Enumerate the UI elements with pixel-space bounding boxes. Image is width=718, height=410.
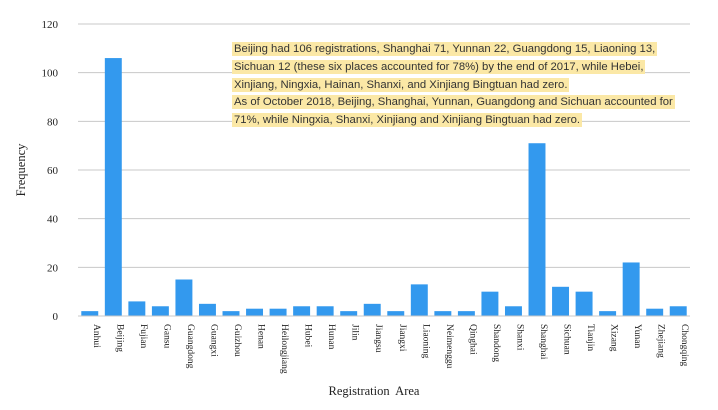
- y-axis-label: Frequency: [14, 143, 28, 197]
- y-tick-label: 80: [47, 116, 59, 128]
- bar-guangdong: [175, 279, 193, 316]
- annotation-line: Xinjiang, Ningxia, Hainan, Shanxi, and X…: [232, 77, 688, 95]
- bar-xizang: [599, 311, 617, 316]
- bar-heilongjiang: [269, 308, 287, 316]
- x-tick-label: Tianjin: [585, 324, 595, 351]
- y-tick-label: 20: [47, 262, 59, 274]
- bar-beijing: [104, 58, 122, 317]
- x-tick-label: Neimenggu: [444, 324, 454, 369]
- annotation-text: 71%, while Ningxia, Shanxi, Xinjiang and…: [232, 113, 583, 128]
- bar-tianjin: [575, 291, 593, 316]
- x-tick-label: Fujian: [138, 324, 148, 349]
- x-tick-label: Jiangxi: [397, 324, 407, 352]
- x-tick-label: Sichuan: [562, 324, 572, 355]
- x-tick-label: Xizang: [609, 324, 619, 352]
- x-tick-label: Guangxi: [208, 324, 218, 357]
- x-tick-label: Henan: [256, 324, 266, 349]
- bar-fujian: [128, 301, 146, 316]
- bar-liaoning: [410, 284, 428, 316]
- bar-chongqing: [669, 306, 687, 316]
- y-tick-label: 120: [42, 19, 59, 31]
- annotation-text: Sichuan 12 (these six places accounted f…: [232, 59, 646, 74]
- x-tick-label: Chongqing: [679, 324, 689, 366]
- bar-guizhou: [222, 311, 240, 316]
- x-tick-label: Shanxi: [514, 324, 524, 351]
- x-tick-label: Guangdong: [185, 324, 195, 369]
- y-tick-label: 60: [47, 165, 59, 177]
- bar-anhui: [81, 311, 99, 316]
- x-tick-label: Guizhou: [232, 324, 242, 357]
- x-tick-label: Shanghai: [538, 324, 548, 360]
- bar-hunan: [316, 306, 334, 316]
- bar-gansu: [151, 306, 169, 316]
- annotation-text: Beijing had 106 registrations, Shanghai …: [232, 42, 658, 56]
- x-tick-label: Shandong: [491, 324, 501, 362]
- bar-guangxi: [198, 303, 216, 316]
- x-tick-label: Anhui: [91, 324, 101, 348]
- x-tick-label: Yunan: [632, 324, 642, 349]
- y-axis-ticks: 0 20 40 60 80 100 120: [42, 19, 59, 323]
- x-tick-label: Hubei: [303, 324, 313, 348]
- x-tick-label: Zhejiang: [656, 324, 666, 358]
- annotation-text: As of October 2018, Beijing, Shanghai, Y…: [232, 95, 675, 110]
- bar-qinghai: [457, 311, 475, 316]
- y-tick-label: 40: [47, 214, 59, 226]
- bar-shanxi: [504, 306, 522, 316]
- y-tick-label: 100: [42, 68, 59, 80]
- annotation-line: 71%, while Ningxia, Shanxi, Xinjiang and…: [232, 112, 688, 130]
- x-tick-label: Gansu: [161, 324, 171, 349]
- x-tick-label: Qinghai: [467, 324, 477, 355]
- bar-jiangxi: [387, 311, 405, 316]
- annotation-text: Xinjiang, Ningxia, Hainan, Shanxi, and X…: [232, 77, 570, 92]
- annotation-note: Beijing had 106 registrations, Shanghai …: [232, 41, 688, 130]
- annotation-line: Sichuan 12 (these six places accounted f…: [232, 59, 688, 77]
- bar-henan: [246, 308, 264, 316]
- x-axis-label: Registration Area: [329, 384, 420, 398]
- x-tick-label: Heilongjiang: [279, 324, 289, 374]
- bar-jilin: [340, 311, 358, 316]
- x-axis-ticks: Anhui Beijing Fujian Gansu Guangdong Guangxi G…: [91, 324, 689, 374]
- bar-sichuan: [552, 286, 570, 316]
- bar-shandong: [481, 291, 499, 316]
- x-tick-label: Hunan: [326, 324, 336, 350]
- bar-neimenggu: [434, 311, 452, 316]
- bar-jiangsu: [363, 303, 381, 316]
- annotation-line: Beijing had 106 registrations, Shanghai …: [232, 41, 688, 59]
- x-tick-label: Beijing: [114, 324, 124, 352]
- x-tick-label: Liaoning: [420, 324, 430, 359]
- bar-zhejiang: [646, 308, 664, 316]
- bars: [81, 58, 687, 317]
- bar-yunan: [622, 262, 640, 316]
- y-tick-label: 0: [53, 311, 59, 323]
- bar-hubei: [293, 306, 311, 316]
- annotation-line: As of October 2018, Beijing, Shanghai, Y…: [232, 94, 688, 112]
- x-tick-label: Jiangsu: [373, 324, 383, 353]
- x-tick-label: Jilin: [350, 324, 360, 341]
- bar-shanghai: [528, 143, 546, 316]
